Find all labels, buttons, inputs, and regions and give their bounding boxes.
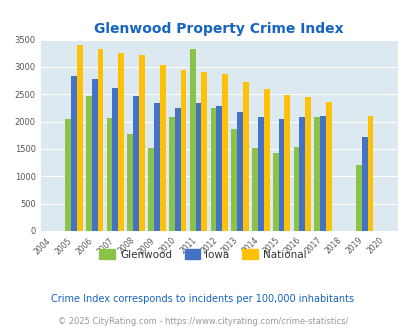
Bar	[313, 117, 320, 231]
Bar	[77, 45, 82, 231]
Bar	[118, 53, 124, 231]
Text: Crime Index corresponds to incidents per 100,000 inhabitants: Crime Index corresponds to incidents per…	[51, 294, 354, 304]
Bar	[272, 153, 278, 231]
Bar	[216, 106, 222, 231]
Bar	[210, 108, 216, 231]
Bar	[195, 103, 201, 231]
Bar	[180, 70, 186, 231]
Bar	[65, 119, 71, 231]
Bar	[153, 103, 160, 231]
Bar	[222, 74, 227, 231]
Bar	[298, 117, 305, 231]
Bar	[71, 76, 77, 231]
Bar	[107, 118, 112, 231]
Bar	[263, 89, 269, 231]
Bar	[325, 102, 331, 231]
Bar	[305, 97, 310, 231]
Bar	[112, 88, 118, 231]
Bar	[278, 119, 284, 231]
Bar	[127, 134, 133, 231]
Bar	[237, 112, 242, 231]
Bar	[242, 82, 248, 231]
Bar	[367, 116, 373, 231]
Bar	[148, 148, 153, 231]
Bar	[133, 96, 139, 231]
Text: © 2025 CityRating.com - https://www.cityrating.com/crime-statistics/: © 2025 CityRating.com - https://www.city…	[58, 317, 347, 326]
Title: Glenwood Property Crime Index: Glenwood Property Crime Index	[94, 22, 343, 36]
Legend: Glenwood, Iowa, National: Glenwood, Iowa, National	[95, 245, 310, 264]
Bar	[355, 165, 361, 231]
Bar	[320, 115, 325, 231]
Bar	[284, 95, 290, 231]
Bar	[139, 55, 145, 231]
Bar	[97, 49, 103, 231]
Bar	[175, 108, 180, 231]
Bar	[293, 147, 298, 231]
Bar	[92, 79, 97, 231]
Bar	[252, 148, 257, 231]
Bar	[201, 72, 207, 231]
Bar	[257, 117, 263, 231]
Bar	[231, 129, 237, 231]
Bar	[160, 65, 165, 231]
Bar	[168, 117, 175, 231]
Bar	[189, 50, 195, 231]
Bar	[86, 96, 92, 231]
Bar	[361, 138, 367, 231]
